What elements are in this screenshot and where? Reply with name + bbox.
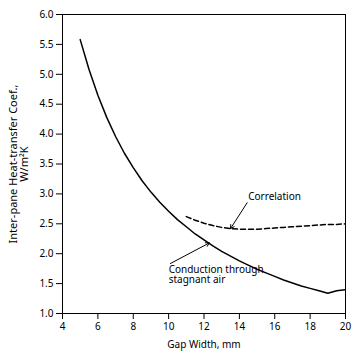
svg-text:4: 4 xyxy=(60,319,66,333)
svg-text:5.5: 5.5 xyxy=(39,37,53,51)
svg-text:14: 14 xyxy=(234,319,246,333)
svg-text:3.0: 3.0 xyxy=(39,186,53,200)
svg-text:12: 12 xyxy=(198,319,210,333)
svg-text:6: 6 xyxy=(95,319,101,333)
svg-text:1.0: 1.0 xyxy=(39,306,53,320)
svg-text:Gap Width, mm: Gap Width, mm xyxy=(167,337,240,351)
svg-text:4.5: 4.5 xyxy=(39,96,53,110)
svg-text:1.5: 1.5 xyxy=(39,276,53,290)
svg-text:10: 10 xyxy=(163,319,175,333)
svg-text:20: 20 xyxy=(340,319,352,333)
svg-text:6.0: 6.0 xyxy=(39,7,53,21)
svg-text:2.0: 2.0 xyxy=(39,246,53,260)
svg-text:Correlation: Correlation xyxy=(248,189,301,203)
svg-text:18: 18 xyxy=(304,319,316,333)
svg-text:16: 16 xyxy=(269,319,281,333)
svg-text:5.0: 5.0 xyxy=(39,67,53,81)
svg-text:2.5: 2.5 xyxy=(39,216,53,230)
svg-text:Inter-pane Heat-transfer Coef.: Inter-pane Heat-transfer Coef.,W/m²K xyxy=(5,85,31,244)
svg-text:Conduction throughstagnant air: Conduction throughstagnant air xyxy=(169,262,264,286)
svg-text:8: 8 xyxy=(130,319,136,333)
svg-text:3.5: 3.5 xyxy=(39,156,53,170)
svg-text:4.0: 4.0 xyxy=(39,126,53,140)
